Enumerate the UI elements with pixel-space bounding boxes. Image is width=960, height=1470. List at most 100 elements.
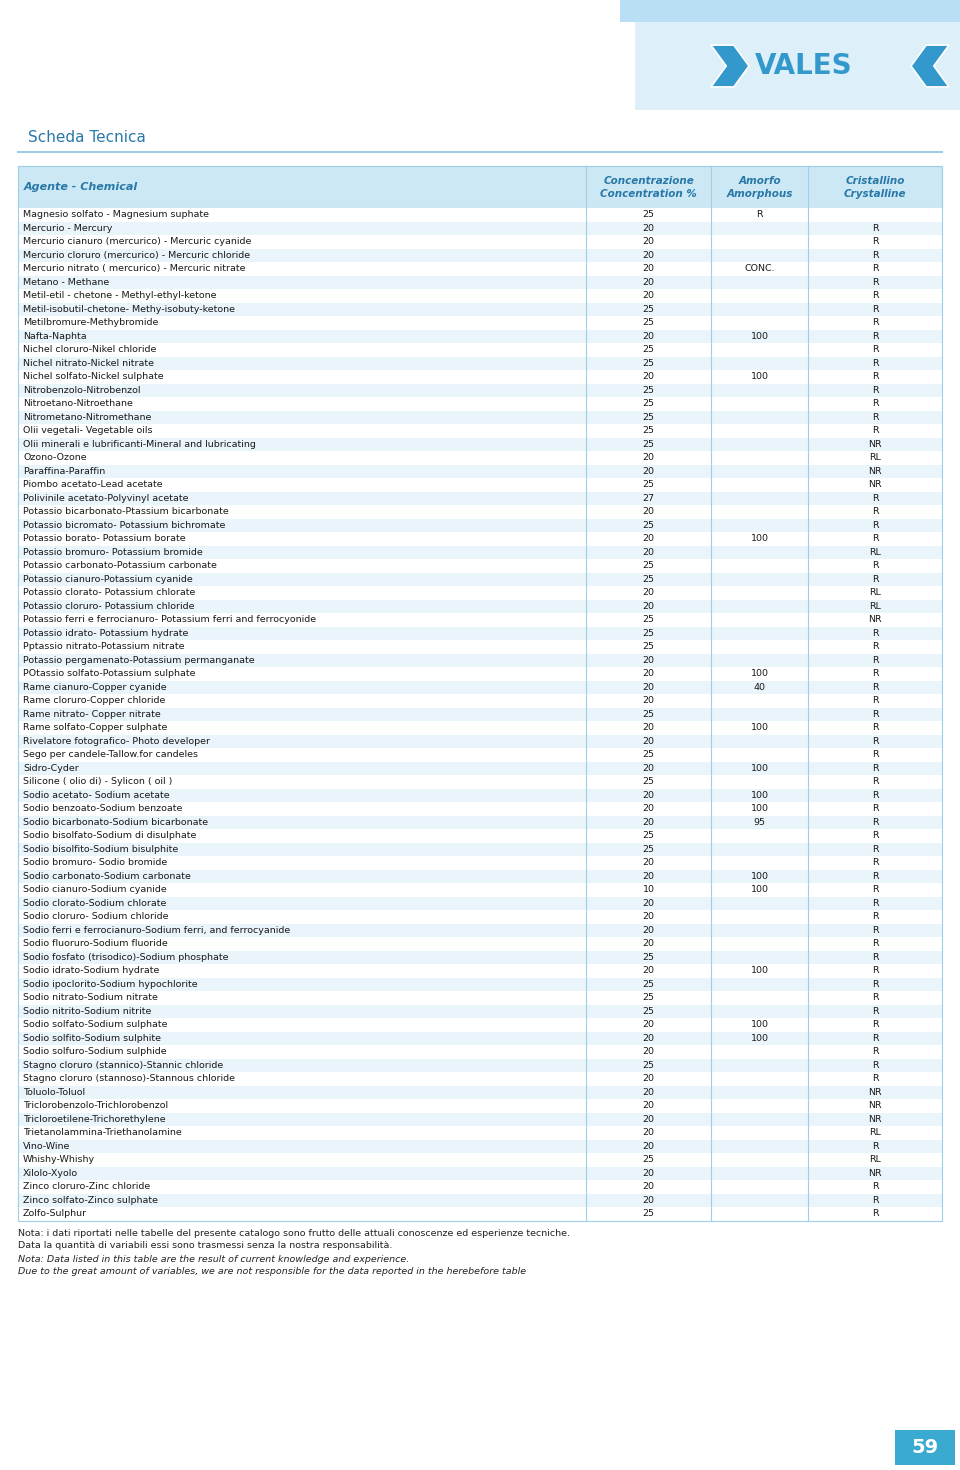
Text: RL: RL (869, 453, 881, 462)
Text: Pptassio nitrato-Potassium nitrate: Pptassio nitrato-Potassium nitrate (23, 642, 184, 651)
Bar (18, 438, 942, 451)
Bar (18, 626, 942, 639)
Text: 100: 100 (751, 723, 769, 732)
Bar (18, 357, 942, 370)
Text: 20: 20 (642, 723, 655, 732)
Text: R: R (872, 520, 878, 529)
Text: Mercurio nitrato ( mercurico) - Mercuric nitrate: Mercurio nitrato ( mercurico) - Mercuric… (23, 265, 246, 273)
Text: R: R (872, 385, 878, 395)
Bar (18, 788, 942, 803)
Bar (18, 720, 942, 735)
Text: Triclorobenzolo-Trichlorobenzol: Triclorobenzolo-Trichlorobenzol (23, 1101, 168, 1110)
Bar (18, 951, 942, 964)
Text: R: R (872, 494, 878, 503)
Bar (18, 978, 942, 991)
Text: Rame nitrato- Copper nitrate: Rame nitrato- Copper nitrate (23, 710, 160, 719)
Text: 20: 20 (642, 453, 655, 462)
Bar (18, 343, 942, 357)
Text: R: R (872, 223, 878, 232)
Text: 20: 20 (642, 534, 655, 544)
Text: Due to the great amount of variables, we are not responsible for the data report: Due to the great amount of variables, we… (18, 1267, 526, 1276)
Text: 25: 25 (642, 1061, 655, 1070)
Text: Potassio carbonato-Potassium carbonate: Potassio carbonato-Potassium carbonate (23, 562, 217, 570)
Text: RL: RL (869, 1129, 881, 1138)
Text: 95: 95 (754, 817, 765, 826)
Text: Stagno cloruro (stannoso)-Stannous chloride: Stagno cloruro (stannoso)-Stannous chlor… (23, 1075, 235, 1083)
Text: Nota: i dati riportati nelle tabelle del presente catalogo sono frutto delle att: Nota: i dati riportati nelle tabelle del… (18, 1229, 570, 1238)
Bar (18, 910, 942, 923)
Bar (18, 506, 942, 519)
Text: R: R (872, 372, 878, 381)
Text: R: R (872, 845, 878, 854)
Text: Stagno cloruro (stannico)-Stannic chloride: Stagno cloruro (stannico)-Stannic chlori… (23, 1061, 224, 1070)
Bar (18, 613, 942, 626)
Text: Xilolo-Xyolo: Xilolo-Xyolo (23, 1169, 78, 1177)
Text: Rivelatore fotografico- Photo developer: Rivelatore fotografico- Photo developer (23, 736, 210, 745)
Text: 25: 25 (642, 1210, 655, 1219)
Text: 20: 20 (642, 332, 655, 341)
Bar (18, 572, 942, 587)
Text: Zinco cloruro-Zinc chloride: Zinco cloruro-Zinc chloride (23, 1182, 151, 1191)
Text: R: R (872, 979, 878, 989)
Text: Sodio benzoato-Sodium benzoate: Sodio benzoato-Sodium benzoate (23, 804, 182, 813)
Bar (18, 384, 942, 397)
Text: Sodio fosfato (trisodico)-Sodium phosphate: Sodio fosfato (trisodico)-Sodium phospha… (23, 953, 228, 961)
Text: 25: 25 (642, 629, 655, 638)
Text: 20: 20 (642, 697, 655, 706)
Text: Agente - Chemical: Agente - Chemical (24, 182, 138, 193)
Text: Potassio cloruro- Potassium chloride: Potassio cloruro- Potassium chloride (23, 601, 195, 610)
Text: RL: RL (869, 588, 881, 597)
Text: R: R (872, 1195, 878, 1205)
Text: 20: 20 (642, 223, 655, 232)
Bar (18, 883, 942, 897)
Text: R: R (872, 791, 878, 800)
Bar (18, 1058, 942, 1072)
Bar (18, 1019, 942, 1032)
Bar (18, 1207, 942, 1220)
Text: Zolfo-Sulphur: Zolfo-Sulphur (23, 1210, 87, 1219)
Text: 20: 20 (642, 1169, 655, 1177)
Text: R: R (872, 562, 878, 570)
Text: Cristallino: Cristallino (846, 176, 904, 187)
Bar (18, 478, 942, 491)
Text: 100: 100 (751, 885, 769, 894)
Text: 20: 20 (642, 669, 655, 678)
Bar (18, 1072, 942, 1085)
Text: R: R (872, 345, 878, 354)
Text: Sodio ipoclorito-Sodium hypochlorite: Sodio ipoclorito-Sodium hypochlorite (23, 979, 198, 989)
Text: 20: 20 (642, 548, 655, 557)
Text: 20: 20 (642, 682, 655, 692)
Text: NR: NR (868, 616, 882, 625)
Text: 25: 25 (642, 400, 655, 409)
Text: Vino-Wine: Vino-Wine (23, 1142, 70, 1151)
Text: 20: 20 (642, 764, 655, 773)
Text: 100: 100 (751, 534, 769, 544)
Text: 25: 25 (642, 642, 655, 651)
Text: 27: 27 (642, 494, 655, 503)
Text: 25: 25 (642, 710, 655, 719)
Text: 20: 20 (642, 872, 655, 881)
Text: Potassio borato- Potassium borate: Potassio borato- Potassium borate (23, 534, 185, 544)
Text: R: R (872, 682, 878, 692)
Text: Sodio carbonato-Sodium carbonate: Sodio carbonato-Sodium carbonate (23, 872, 191, 881)
Text: 20: 20 (642, 1033, 655, 1042)
Bar (18, 964, 942, 978)
Text: 20: 20 (642, 251, 655, 260)
Text: R: R (872, 926, 878, 935)
Text: Polivinile acetato-Polyvinyl acetate: Polivinile acetato-Polyvinyl acetate (23, 494, 188, 503)
Text: RL: RL (869, 1155, 881, 1164)
Text: Mercurio cianuro (mercurico) - Mercuric cyanide: Mercurio cianuro (mercurico) - Mercuric … (23, 237, 252, 247)
Text: 100: 100 (751, 764, 769, 773)
Bar (18, 465, 942, 478)
Text: Sodio solfito-Sodium sulphite: Sodio solfito-Sodium sulphite (23, 1033, 161, 1042)
Text: R: R (872, 736, 878, 745)
Text: R: R (872, 359, 878, 368)
Text: 25: 25 (642, 304, 655, 313)
Text: 20: 20 (642, 507, 655, 516)
Text: Sego per candele-Tallow.for candeles: Sego per candele-Tallow.for candeles (23, 750, 198, 759)
Text: 25: 25 (642, 953, 655, 961)
Bar (18, 1045, 942, 1058)
Bar (18, 1113, 942, 1126)
Text: Metil-isobutil-chetone- Methy-isobuty-ketone: Metil-isobutil-chetone- Methy-isobuty-ke… (23, 304, 235, 313)
Text: CONC.: CONC. (744, 265, 775, 273)
